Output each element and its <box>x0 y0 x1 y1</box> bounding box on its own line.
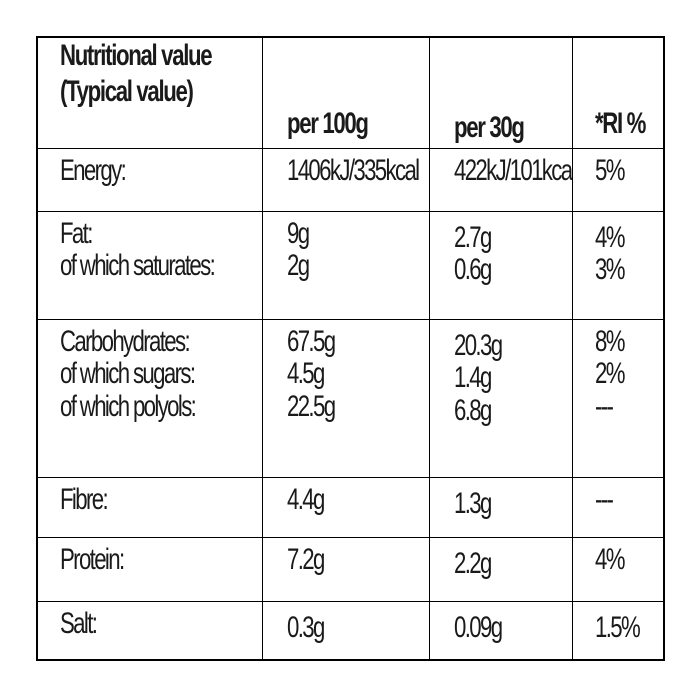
polyols-ri: --- <box>595 389 614 423</box>
carbs-label: Carbohydrates: <box>60 325 191 358</box>
nutrition-table: Nutritional value (Typical value) per 10… <box>36 36 665 661</box>
protein-per30-cell: 2.2g <box>430 538 573 602</box>
energy-ri-cell: 5% <box>573 149 663 212</box>
protein-ri-cell: 4% <box>573 538 663 602</box>
salt-ri: 1.5% <box>595 611 641 644</box>
saturates-per100: 2g <box>287 249 310 283</box>
carbs-per100-cell: 67.5g 4.5g 22.5g <box>263 320 430 478</box>
protein-per30: 2.2g <box>454 547 492 580</box>
salt-ri-cell: 1.5% <box>573 602 663 659</box>
energy-label: Energy: <box>60 154 127 187</box>
energy-per30-cell: 422kJ/101kca <box>430 149 573 212</box>
salt-per100: 0.3g <box>287 611 325 644</box>
fat-per100-cell: 9g 2g <box>263 212 430 320</box>
fibre-per100: 4.4g <box>287 483 325 516</box>
energy-per100: 1406kJ/335kcal <box>287 154 420 187</box>
fibre-ri: --- <box>595 483 614 516</box>
energy-ri: 5% <box>595 154 625 187</box>
fat-per30-cell: 2.7g 0.6g <box>430 212 573 320</box>
carbs-label-cell: Carbohydrates: of which sugars: of which… <box>38 320 263 478</box>
saturates-ri: 3% <box>595 253 625 287</box>
fibre-per100-cell: 4.4g <box>263 478 430 538</box>
header-ri-cell: *RI % <box>573 38 663 149</box>
carbs-ri: 8% <box>595 325 625 358</box>
saturates-per30: 0.6g <box>454 253 492 287</box>
header-per100-cell: per 100g <box>263 38 430 149</box>
protein-per100: 7.2g <box>287 543 325 576</box>
salt-per30-cell: 0.09g <box>430 602 573 659</box>
carbs-per100: 67.5g <box>287 325 336 358</box>
header-title-line2: (Typical value) <box>60 75 194 109</box>
fibre-label: Fibre: <box>60 483 109 516</box>
carbs-ri-cell: 8% 2% --- <box>573 320 663 478</box>
fat-ri-cell: 4% 3% <box>573 212 663 320</box>
polyols-per100: 22.5g <box>287 389 336 423</box>
header-per30-cell: per 30g <box>430 38 573 149</box>
header-nutrient-cell: Nutritional value (Typical value) <box>38 38 263 149</box>
carbs-per30-cell: 20.3g 1.4g 6.8g <box>430 320 573 478</box>
sugars-per30: 1.4g <box>454 361 492 395</box>
salt-label-cell: Salt: <box>38 602 263 659</box>
energy-per100-cell: 1406kJ/335kcal <box>263 149 430 212</box>
salt-per100-cell: 0.3g <box>263 602 430 659</box>
header-ri: *RI % <box>595 106 646 140</box>
fat-label: Fat: <box>60 217 93 250</box>
fibre-per30-cell: 1.3g <box>430 478 573 538</box>
protein-per100-cell: 7.2g <box>263 538 430 602</box>
fibre-ri-cell: --- <box>573 478 663 538</box>
polyols-label: of which polyols: <box>60 389 197 423</box>
protein-label: Protein: <box>60 543 125 576</box>
fat-per30: 2.7g <box>454 221 492 254</box>
saturates-label: of which saturates: <box>60 249 216 283</box>
sugars-per100: 4.5g <box>287 357 325 391</box>
fibre-label-cell: Fibre: <box>38 478 263 538</box>
polyols-per30: 6.8g <box>454 393 492 427</box>
protein-label-cell: Protein: <box>38 538 263 602</box>
fat-label-cell: Fat: of which saturates: <box>38 212 263 320</box>
energy-label-cell: Energy: <box>38 149 263 212</box>
fat-ri: 4% <box>595 221 625 254</box>
header-per100: per 100g <box>287 106 369 140</box>
sugars-label: of which sugars: <box>60 357 196 391</box>
protein-ri: 4% <box>595 543 625 576</box>
salt-per30: 0.09g <box>454 611 503 644</box>
sugars-ri: 2% <box>595 357 625 391</box>
salt-label: Salt: <box>60 607 98 640</box>
header-title-line1: Nutritional value <box>60 39 213 72</box>
fibre-per30: 1.3g <box>454 487 492 520</box>
carbs-per30: 20.3g <box>454 329 503 362</box>
energy-per30: 422kJ/101kca <box>454 154 572 187</box>
fat-per100: 9g <box>287 217 310 250</box>
header-per30: per 30g <box>454 110 525 144</box>
